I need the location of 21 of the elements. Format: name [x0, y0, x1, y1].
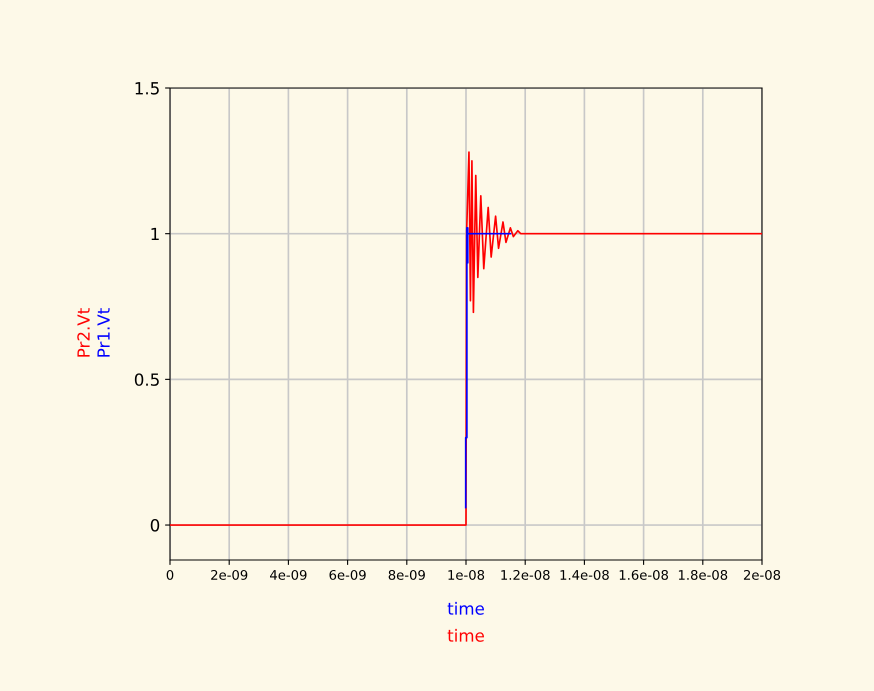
x-tick-label: 1.2e-08	[501, 570, 550, 580]
x-tick-label: 1.4e-08	[560, 570, 609, 580]
x-tick-label: 0	[166, 570, 174, 580]
y-tick-label: 1	[152, 228, 159, 240]
x-tick-label: 1e-08	[448, 570, 484, 580]
text: Pr2.Vt	[77, 308, 90, 357]
line-series	[464, 227, 512, 508]
text: time	[448, 628, 484, 642]
y-tick-label: 0	[150, 519, 160, 532]
line-series	[170, 151, 762, 526]
x-tick-label: 4e-09	[270, 570, 307, 580]
x-tick-label: 2e-08	[744, 570, 780, 580]
text: Pr1.Vt	[97, 308, 110, 357]
x-tick-label: 1.8e-08	[678, 570, 728, 580]
y-tick-label: 0.5	[134, 373, 159, 386]
x-tick-label: 2e-09	[211, 570, 248, 580]
x-tick-label: 8e-09	[388, 570, 425, 580]
y-tick-label: 1.5	[136, 82, 159, 95]
x-tick-label: 1.6e-08	[620, 570, 668, 580]
x-tick-label: 6e-09	[329, 570, 366, 580]
x-axis-title: time	[448, 602, 484, 615]
